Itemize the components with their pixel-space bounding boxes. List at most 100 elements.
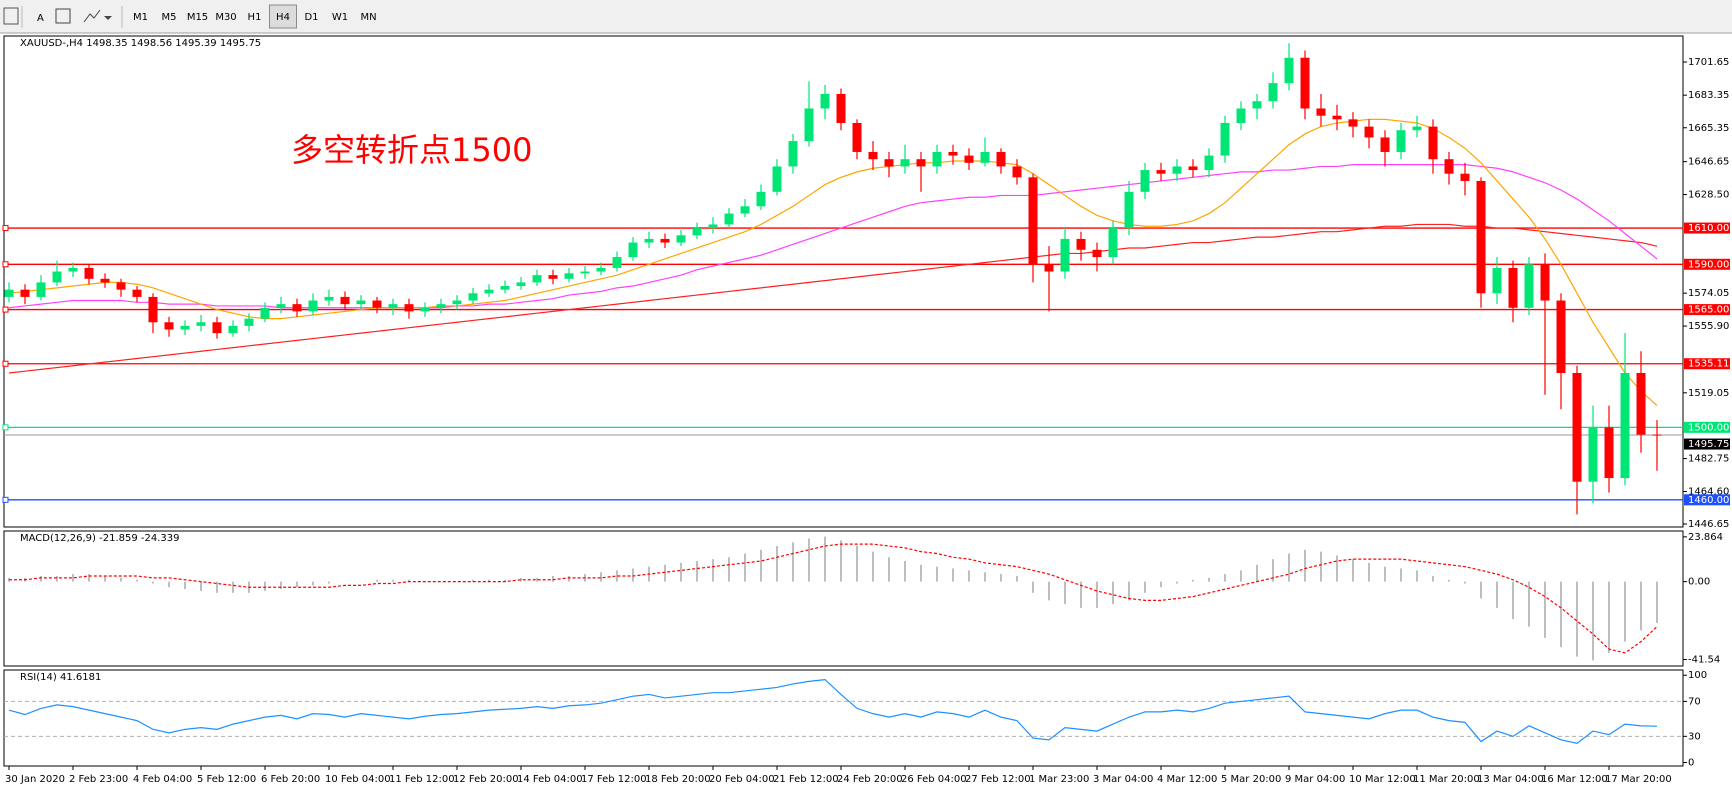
candle-body: [276, 304, 286, 308]
candle-body: [1636, 372, 1646, 435]
timeframe-button[interactable]: [155, 5, 183, 28]
y-tick-label: 1519.05: [1688, 388, 1729, 399]
y-tick-label: 0: [1688, 758, 1694, 769]
timeframe-label[interactable]: M1: [133, 12, 148, 23]
y-tick-label: 1555.90: [1688, 321, 1729, 332]
candle-body: [708, 224, 718, 229]
level-label: 1460.00: [1688, 495, 1729, 506]
candle-body: [564, 273, 574, 279]
x-tick-label: 4 Feb 04:00: [133, 774, 192, 785]
last-price-label: 1495.75: [1688, 439, 1729, 450]
font-button[interactable]: A: [37, 13, 44, 24]
y-tick-label: 1446.65: [1688, 519, 1729, 530]
level-handle: [2, 496, 9, 503]
y-tick-label: 1482.75: [1688, 454, 1729, 465]
candle-body: [180, 325, 190, 330]
candle-body: [388, 304, 398, 308]
timeframe-label[interactable]: M5: [162, 12, 177, 23]
x-tick-label: 24 Feb 20:00: [837, 774, 903, 785]
timeframe-label[interactable]: MN: [360, 12, 376, 23]
timeframe-button[interactable]: [298, 5, 325, 28]
candle-body: [1412, 126, 1422, 131]
dropdown-icon[interactable]: [104, 16, 112, 20]
candle-body: [164, 322, 174, 330]
timeframe-button[interactable]: [184, 5, 211, 28]
candle-body: [740, 206, 750, 214]
x-tick-label: 13 Mar 04:00: [1477, 774, 1544, 785]
indicator-line: [8, 118, 1658, 407]
x-tick-label: 21 Feb 12:00: [773, 774, 839, 785]
candle-body: [1476, 180, 1486, 294]
y-tick-label: 1683.35: [1688, 90, 1729, 101]
timeframe-label[interactable]: M30: [215, 12, 236, 23]
candle-body: [1140, 170, 1150, 192]
shapes-icon[interactable]: [83, 9, 101, 23]
candle-body: [1508, 267, 1518, 308]
candle-body: [1268, 83, 1278, 102]
y-tick-label: 23.864: [1688, 532, 1723, 543]
pane: [3, 669, 1684, 767]
timeframe-label[interactable]: H4: [276, 12, 290, 23]
timeframe-bar: M1 M5 M15 M30 H1 H4 D1 W1 MN: [127, 4, 382, 29]
candle-body: [1396, 130, 1406, 152]
cursor-icon[interactable]: [3, 7, 19, 25]
candle-body: [980, 151, 990, 163]
timeframe-button[interactable]: [212, 5, 240, 28]
candle-body: [100, 278, 110, 283]
candle-body: [484, 289, 494, 294]
x-tick-label: 3 Mar 04:00: [1093, 774, 1153, 785]
level-handle: [2, 424, 9, 431]
candle-body: [116, 282, 126, 290]
text-icon[interactable]: [55, 8, 71, 24]
x-tick-label: 6 Feb 20:00: [261, 774, 320, 785]
candle-body: [1252, 101, 1262, 109]
timeframe-label[interactable]: W1: [332, 12, 348, 23]
y-tick-label: 1646.65: [1688, 157, 1729, 168]
timeframe-button[interactable]: [127, 5, 154, 28]
level-label-box: [1684, 421, 1730, 433]
x-tick-label: 27 Feb 12:00: [965, 774, 1031, 785]
candle-body: [132, 289, 142, 297]
candle-body: [676, 235, 686, 243]
timeframe-button[interactable]: [326, 5, 354, 28]
candle-body: [1348, 119, 1358, 127]
timeframe-button[interactable]: [355, 5, 382, 28]
candle-body: [900, 159, 910, 167]
candle-body: [1220, 122, 1230, 156]
candle-body: [724, 213, 734, 225]
candle-body: [580, 271, 590, 274]
level-handle: [2, 360, 9, 367]
level-label: 1500.00: [1688, 422, 1729, 433]
candle-body: [644, 238, 654, 243]
indicator-line: [9, 543, 1658, 654]
candle-body: [1524, 264, 1534, 308]
candle-body: [4, 289, 14, 297]
candle-body: [260, 307, 270, 319]
level-label: 1565.00: [1688, 305, 1729, 316]
timeframe-label[interactable]: H1: [248, 12, 262, 23]
timeframe-label[interactable]: D1: [304, 12, 318, 23]
candle-body: [1012, 166, 1022, 178]
candle-body: [628, 242, 638, 258]
candle-body: [1300, 57, 1310, 109]
candle-body: [1092, 249, 1102, 258]
pane: [3, 530, 1684, 667]
timeframe-label[interactable]: M15: [187, 12, 208, 23]
candle-body: [196, 322, 206, 326]
candle-body: [1492, 267, 1502, 294]
candle-body: [820, 93, 830, 109]
candle-body: [532, 275, 542, 283]
timeframe-button[interactable]: [241, 5, 268, 28]
level-label-box: [1684, 258, 1730, 270]
timeframe-button[interactable]: [269, 4, 297, 29]
x-tick-label: 11 Feb 12:00: [389, 774, 455, 785]
candle-body: [1444, 159, 1454, 174]
y-tick-label: 1464.60: [1688, 486, 1729, 497]
x-tick-label: 10 Mar 12:00: [1349, 774, 1416, 785]
candle-body: [292, 304, 302, 312]
y-tick-label: 100: [1688, 670, 1707, 681]
y-tick-label: 0.00: [1688, 577, 1710, 588]
indicator-line: [8, 678, 1658, 744]
